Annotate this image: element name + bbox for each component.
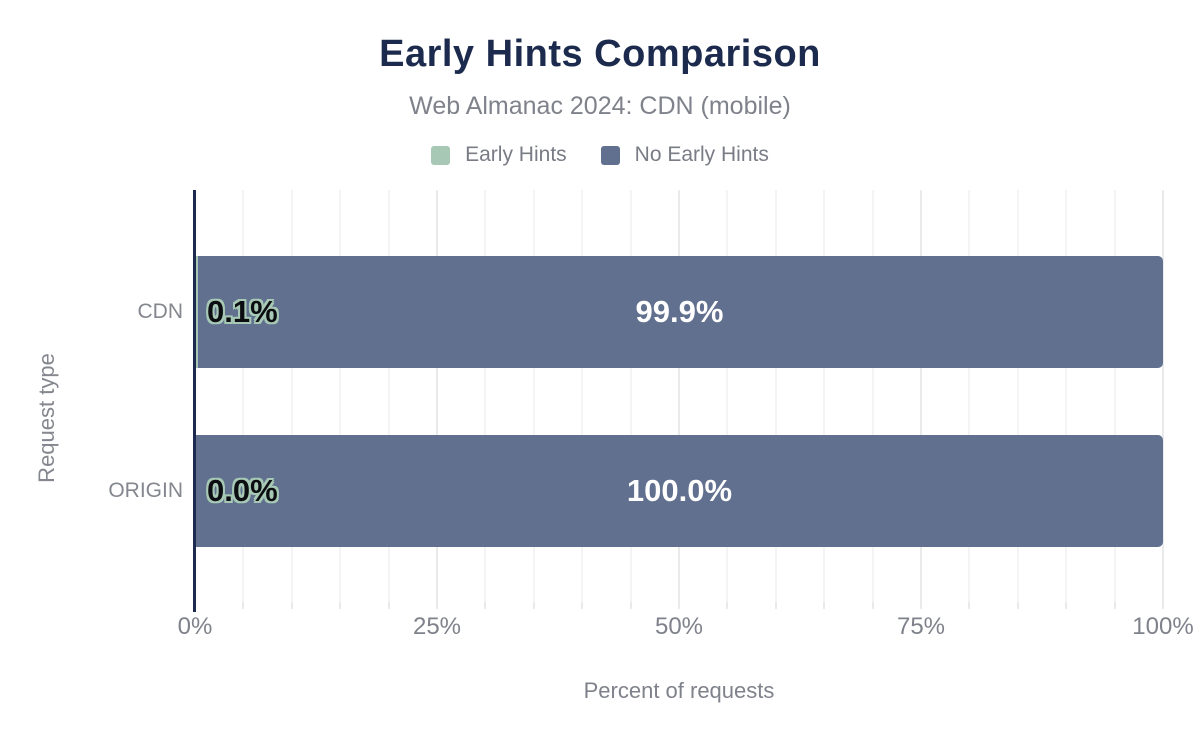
- x-tick-label: 0%: [177, 613, 213, 640]
- gridline: [290, 190, 293, 602]
- axis-tick: [581, 602, 584, 609]
- gridline: [1065, 190, 1068, 602]
- axis-tick: [339, 602, 342, 609]
- gridline: [629, 190, 632, 602]
- early-hints-swatch-icon: [431, 145, 451, 165]
- legend-label: Early Hints: [465, 143, 567, 166]
- gridline: [1162, 190, 1164, 602]
- gridline: [1113, 190, 1116, 602]
- gridline: [339, 190, 342, 602]
- axis-tick: [968, 602, 971, 609]
- gridline: [774, 190, 777, 602]
- value-label-no-early-hints: 100.0%: [626, 473, 733, 508]
- value-label-no-early-hints: 99.9%: [635, 294, 724, 329]
- axis-tick: [242, 602, 245, 609]
- axis-tick: [920, 602, 922, 609]
- category-label-origin: ORIGIN: [108, 479, 183, 502]
- gridline: [581, 190, 584, 602]
- axis-tick: [290, 602, 293, 609]
- x-tick-label: 25%: [412, 613, 462, 640]
- legend-item-no-early-hints: No Early Hints: [600, 143, 769, 167]
- x-tick-label: 50%: [654, 613, 704, 640]
- gridline: [242, 190, 245, 602]
- x-axis-title: Percent of requests: [583, 678, 775, 703]
- axis-tick: [484, 602, 487, 609]
- legend-label: No Early Hints: [634, 143, 769, 166]
- y-axis-title: Request type: [34, 353, 59, 483]
- grid-layer: [195, 190, 1164, 602]
- chart-subtitle: Web Almanac 2024: CDN (mobile): [409, 92, 791, 120]
- category-label-cdn: CDN: [137, 300, 184, 323]
- axis-tick: [774, 602, 777, 609]
- legend: Early Hints No Early Hints: [0, 143, 1200, 167]
- axis-tick: [1065, 602, 1068, 609]
- gridline: [920, 190, 922, 602]
- axis-tick: [726, 602, 729, 609]
- axis-tick: [629, 602, 632, 609]
- gridline: [532, 190, 535, 602]
- axis-tick: [532, 602, 535, 609]
- legend-item-early-hints: Early Hints: [431, 143, 567, 167]
- chart-title: Early Hints Comparison: [379, 33, 821, 75]
- gridline: [1016, 190, 1019, 602]
- gridline: [726, 190, 729, 602]
- axis-tick: [823, 602, 826, 609]
- axis-tick: [436, 602, 438, 609]
- axis-tick: [871, 602, 874, 609]
- gridline: [823, 190, 826, 602]
- no-early-hints-swatch-icon: [600, 145, 620, 165]
- axis-tick: [678, 602, 680, 609]
- y-axis-line: [193, 190, 196, 612]
- x-tick-label: 75%: [896, 613, 946, 640]
- value-label-early-hints: 0.0%: [207, 473, 278, 508]
- value-label-early-hints: 0.1%: [207, 294, 278, 329]
- gridline: [436, 190, 438, 602]
- gridline: [968, 190, 971, 602]
- axis-tick: [1016, 602, 1019, 609]
- axis-tick: [1113, 602, 1116, 609]
- gridline: [871, 190, 874, 602]
- bar-segment-early-hints: [196, 256, 198, 368]
- bar-row-origin: 0.0% 100.0%: [196, 435, 1163, 547]
- gridline: [484, 190, 487, 602]
- axis-tick: [387, 602, 390, 609]
- chart-area: Request type CDN ORIGIN 0.1% 99.9% 0.0% …: [0, 190, 1200, 742]
- gridline: [387, 190, 390, 602]
- gridline: [678, 190, 680, 602]
- bar-segment-no-early-hints: [196, 435, 1163, 547]
- x-tick-label: 100%: [1132, 613, 1194, 640]
- plot-area: 0.1% 99.9% 0.0% 100.0%: [193, 190, 1164, 612]
- axis-tick: [1162, 602, 1164, 609]
- bar-row-cdn: 0.1% 99.9%: [196, 256, 1163, 368]
- bar-segment-no-early-hints: [198, 256, 1163, 368]
